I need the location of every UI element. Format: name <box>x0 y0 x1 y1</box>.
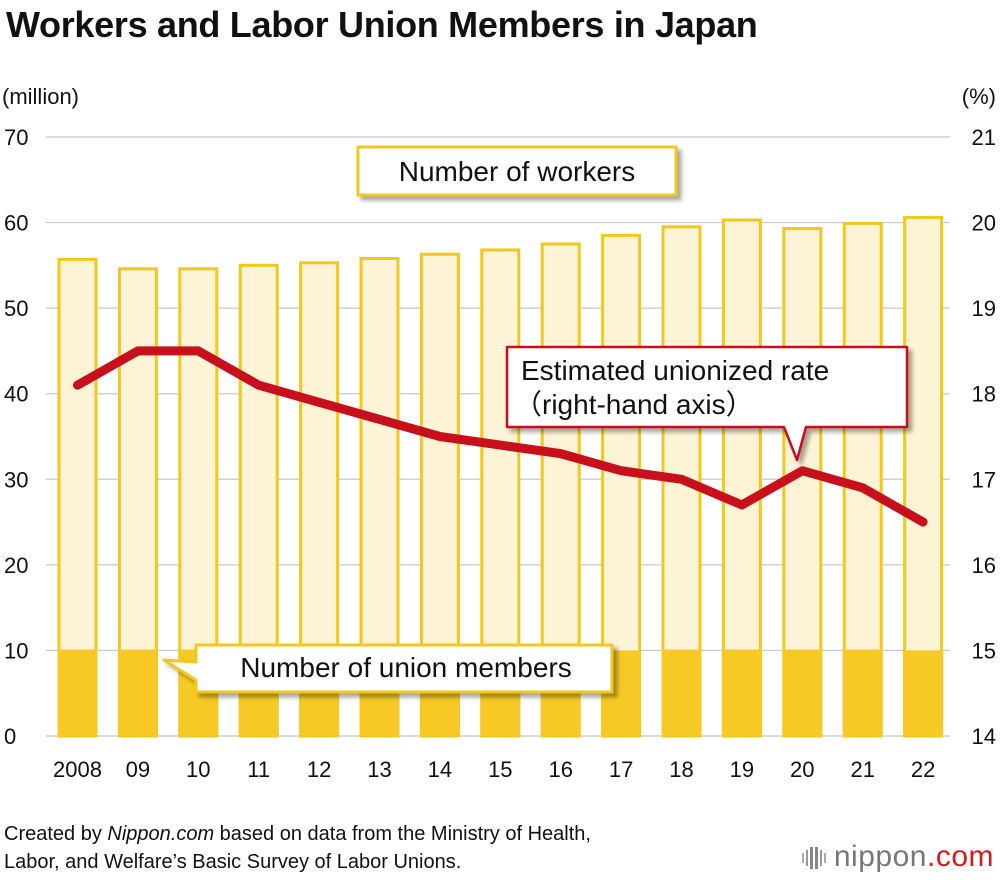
source-prefix: Created by <box>4 823 108 845</box>
chart-title: Workers and Labor Union Members in Japan <box>6 4 758 45</box>
members-bar <box>903 650 944 736</box>
x-tick-label: 16 <box>548 757 572 782</box>
x-tick-label: 14 <box>428 757 452 782</box>
source-note: Created by Nippon.com based on data from… <box>4 820 591 876</box>
y2-tick-label: 18 <box>972 382 996 407</box>
x-tick-label: 10 <box>186 757 210 782</box>
workers-callout-box <box>356 145 678 197</box>
x-tick-label: 11 <box>247 757 270 782</box>
source-line1: based on data from the Ministry of Healt… <box>214 823 591 845</box>
members-bar <box>117 649 158 736</box>
y2-tick-label: 17 <box>972 467 996 492</box>
logo-name: nippon <box>833 840 927 873</box>
right-axis-unit: (%) <box>961 84 996 109</box>
source-line2: Labor, and Welfare’s Basic Survey of Lab… <box>4 851 462 873</box>
x-tick-label: 12 <box>307 757 331 782</box>
y2-tick-label: 19 <box>972 296 996 321</box>
members-callout-text: Number of union members <box>240 652 571 683</box>
workers-bar <box>903 215 944 738</box>
rate-callout-box <box>505 345 909 462</box>
x-tick-label: 18 <box>669 757 693 782</box>
y-tick-label: 40 <box>4 382 28 407</box>
y2-tick-label: 14 <box>972 724 996 749</box>
x-tick-label: 22 <box>911 757 935 782</box>
chart-plot: 0 10 20 30 40 50 60 70 14 15 16 17 18 19 20 21 2008 09 10 1… <box>4 125 996 782</box>
workers-callout-text: Number of workers <box>399 156 636 187</box>
x-tick-label: 09 <box>126 757 150 782</box>
left-axis-unit: (million) <box>2 84 79 109</box>
logo-dot: . <box>926 840 936 873</box>
x-tick-label: 15 <box>488 757 512 782</box>
source-site: Nippon.com <box>107 823 215 845</box>
y2-tick-label: 15 <box>972 638 996 663</box>
members-bar <box>782 649 823 736</box>
y-tick-label: 70 <box>4 125 28 150</box>
y-tick-label: 60 <box>4 211 28 236</box>
y-tick-label: 50 <box>4 296 28 321</box>
members-bar <box>661 649 702 736</box>
y2-tick-label: 21 <box>972 125 996 150</box>
y2-tick-label: 20 <box>972 211 996 236</box>
y-tick-label: 10 <box>4 638 28 663</box>
logo-bars-icon <box>801 847 826 870</box>
logo-tld: com <box>935 840 994 873</box>
members-callout-box <box>162 643 614 694</box>
members-bar <box>721 649 762 736</box>
x-tick-label: 19 <box>730 757 754 782</box>
rate-callout-line2: （right-hand axis） <box>514 389 754 420</box>
workers-callout <box>356 145 678 197</box>
rate-callout-line1: Estimated unionized rate <box>521 355 829 386</box>
rate-callout <box>505 345 909 462</box>
x-tick-label: 17 <box>609 757 633 782</box>
y-tick-label: 0 <box>4 724 16 749</box>
x-tick-label: 21 <box>850 757 874 782</box>
members-bar <box>842 649 883 736</box>
y2-tick-label: 16 <box>972 553 996 578</box>
y-tick-label: 30 <box>4 467 28 492</box>
members-bar <box>57 649 98 736</box>
x-tick-label: 2008 <box>53 757 102 782</box>
x-tick-label: 20 <box>790 757 814 782</box>
members-callout <box>162 643 614 694</box>
x-tick-label: 13 <box>367 757 391 782</box>
nippon-logo: nippon.com <box>801 840 994 874</box>
y-tick-label: 20 <box>4 553 28 578</box>
